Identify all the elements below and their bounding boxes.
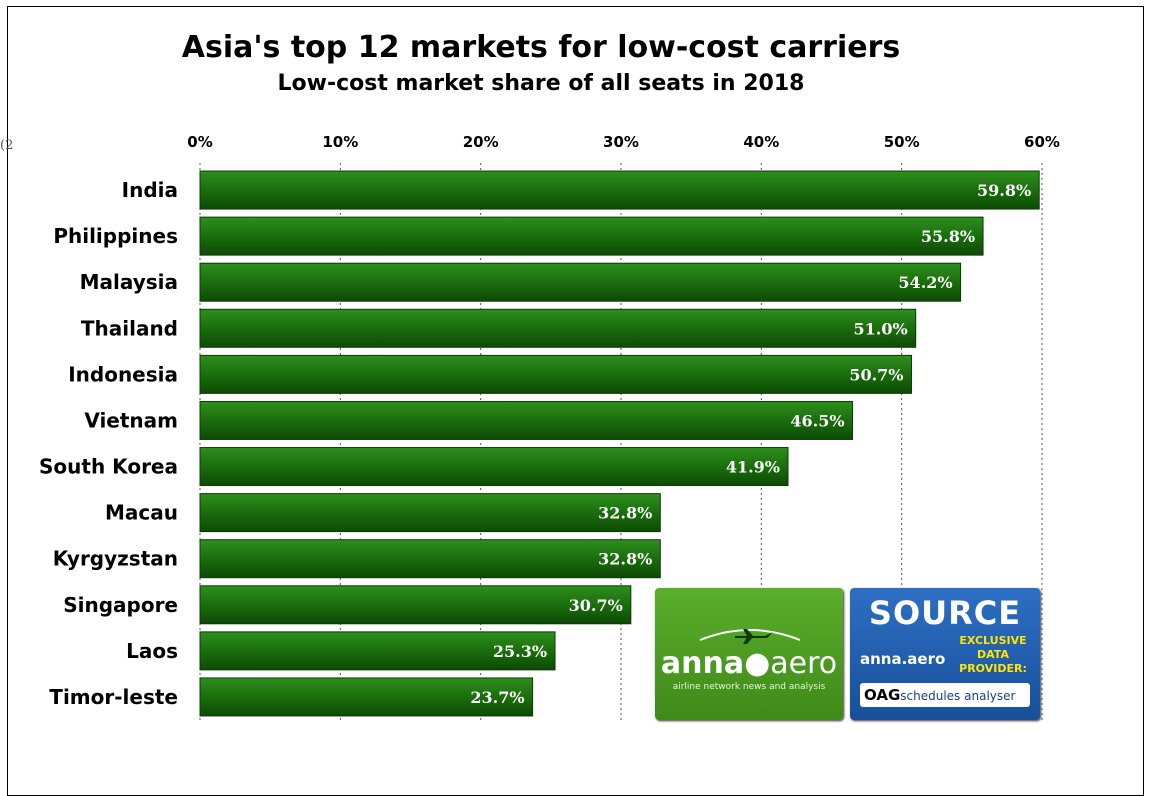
category-label: Philippines bbox=[53, 224, 178, 248]
chart-subtitle: Low-cost market share of all seats in 20… bbox=[277, 71, 805, 96]
category-label: Vietnam bbox=[84, 408, 178, 432]
bar bbox=[199, 631, 556, 671]
category-label: Laos bbox=[126, 639, 178, 663]
category-label: South Korea bbox=[39, 455, 178, 479]
data-label: 59.8% bbox=[977, 181, 1031, 200]
data-label: 54.2% bbox=[898, 273, 952, 292]
anna-aero-wordmark: anna●aero bbox=[660, 646, 838, 681]
anna-aero-logo: anna●aero airline network news and analy… bbox=[655, 588, 843, 720]
stray-text: (2 bbox=[0, 138, 14, 153]
data-label: 32.8% bbox=[598, 504, 652, 523]
x-tick-label: 10% bbox=[322, 133, 358, 151]
data-label: 50.7% bbox=[849, 365, 903, 384]
x-axis-ticks: 0% 10% 20% 30% 40% 50% 60% bbox=[187, 133, 1060, 151]
category-label: Timor-leste bbox=[49, 685, 178, 709]
source-exclusive: EXCLUSIVE DATA PROVIDER: bbox=[959, 634, 1027, 675]
x-tick-label: 50% bbox=[884, 133, 920, 151]
x-tick-label: 30% bbox=[603, 133, 639, 151]
data-label: 30.7% bbox=[569, 596, 623, 615]
bar bbox=[199, 493, 661, 533]
bar bbox=[199, 585, 632, 625]
category-labels: India Philippines Malaysia Thailand Indonesi… bbox=[39, 178, 178, 709]
data-label: 41.9% bbox=[726, 458, 780, 477]
bars bbox=[199, 170, 1040, 717]
bar bbox=[199, 447, 789, 487]
bar bbox=[199, 354, 912, 394]
bar bbox=[199, 400, 854, 440]
airplane-icon bbox=[699, 629, 801, 644]
bar bbox=[199, 216, 984, 256]
category-label: Kyrgyzstan bbox=[53, 547, 178, 571]
category-label: Singapore bbox=[63, 593, 178, 617]
anna-aero-tagline: airline network news and analysis bbox=[672, 682, 826, 692]
data-label: 46.5% bbox=[790, 411, 844, 430]
x-tick-label: 60% bbox=[1024, 133, 1060, 151]
source-anna-aero: anna.aero bbox=[860, 650, 946, 668]
data-labels: 59.8% 55.8% 54.2% 51.0% 50.7% 46.5% 41.9% 32.8%… bbox=[470, 181, 1031, 707]
category-label: Malaysia bbox=[80, 270, 178, 294]
oag-badge: OAGschedules analyser bbox=[860, 683, 1030, 707]
data-label: 23.7% bbox=[470, 688, 524, 707]
category-label: Thailand bbox=[81, 316, 178, 340]
source-heading: SOURCE bbox=[868, 594, 1022, 632]
category-label: India bbox=[122, 178, 178, 202]
bar bbox=[199, 308, 917, 348]
bar bbox=[199, 262, 962, 302]
x-tick-label: 0% bbox=[187, 133, 212, 151]
category-label: Macau bbox=[105, 501, 178, 525]
bar bbox=[199, 677, 534, 717]
category-label: Indonesia bbox=[68, 362, 178, 386]
bar bbox=[199, 539, 661, 579]
data-label: 25.3% bbox=[493, 642, 547, 661]
x-tick-label: 40% bbox=[743, 133, 779, 151]
bar bbox=[199, 170, 1040, 210]
chart-title: Asia's top 12 markets for low-cost carri… bbox=[181, 30, 901, 65]
x-tick-label: 20% bbox=[463, 133, 499, 151]
data-label: 55.8% bbox=[921, 227, 975, 246]
data-label: 51.0% bbox=[854, 319, 908, 338]
data-label: 32.8% bbox=[598, 550, 652, 569]
source-logo: SOURCE anna.aero EXCLUSIVE DATA PROVIDER… bbox=[850, 588, 1040, 720]
